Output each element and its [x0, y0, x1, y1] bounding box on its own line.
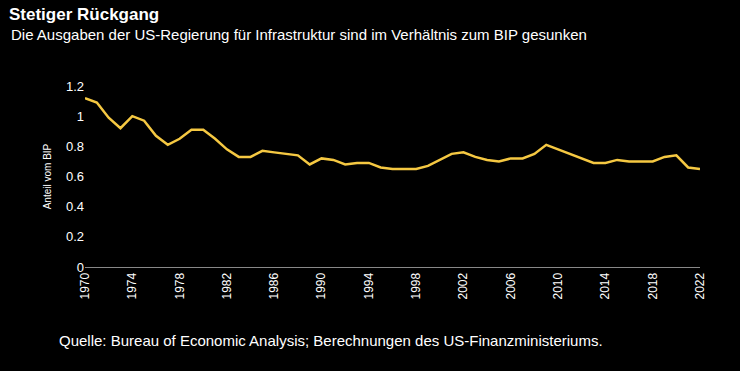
- svg-text:2022: 2022: [693, 272, 707, 299]
- svg-text:0: 0: [77, 260, 84, 275]
- svg-text:0.6: 0.6: [66, 169, 84, 184]
- svg-text:1990: 1990: [314, 272, 328, 299]
- svg-text:2006: 2006: [504, 272, 518, 299]
- svg-text:1970: 1970: [78, 272, 92, 299]
- svg-text:Die Ausgaben der US-Regierung: Die Ausgaben der US-Regierung für Infras…: [11, 26, 587, 43]
- svg-text:1982: 1982: [220, 272, 234, 299]
- svg-text:Quelle: Bureau of Economic Ana: Quelle: Bureau of Economic Analysis; Ber…: [59, 332, 603, 349]
- svg-text:1994: 1994: [362, 272, 376, 299]
- svg-text:1998: 1998: [409, 272, 423, 299]
- svg-text:1.2: 1.2: [66, 79, 84, 94]
- svg-text:0.2: 0.2: [66, 229, 84, 244]
- svg-text:2002: 2002: [456, 272, 470, 299]
- svg-text:Anteil vom BIP: Anteil vom BIP: [42, 143, 53, 209]
- svg-text:2018: 2018: [646, 272, 660, 299]
- svg-text:2010: 2010: [551, 272, 565, 299]
- svg-text:0.4: 0.4: [66, 199, 84, 214]
- svg-text:1986: 1986: [267, 272, 281, 299]
- svg-text:1: 1: [77, 109, 84, 124]
- svg-text:1978: 1978: [173, 272, 187, 299]
- svg-text:0.8: 0.8: [66, 139, 84, 154]
- svg-text:1974: 1974: [125, 272, 139, 299]
- svg-text:Stetiger Rückgang: Stetiger Rückgang: [9, 5, 159, 24]
- svg-text:2014: 2014: [598, 272, 612, 299]
